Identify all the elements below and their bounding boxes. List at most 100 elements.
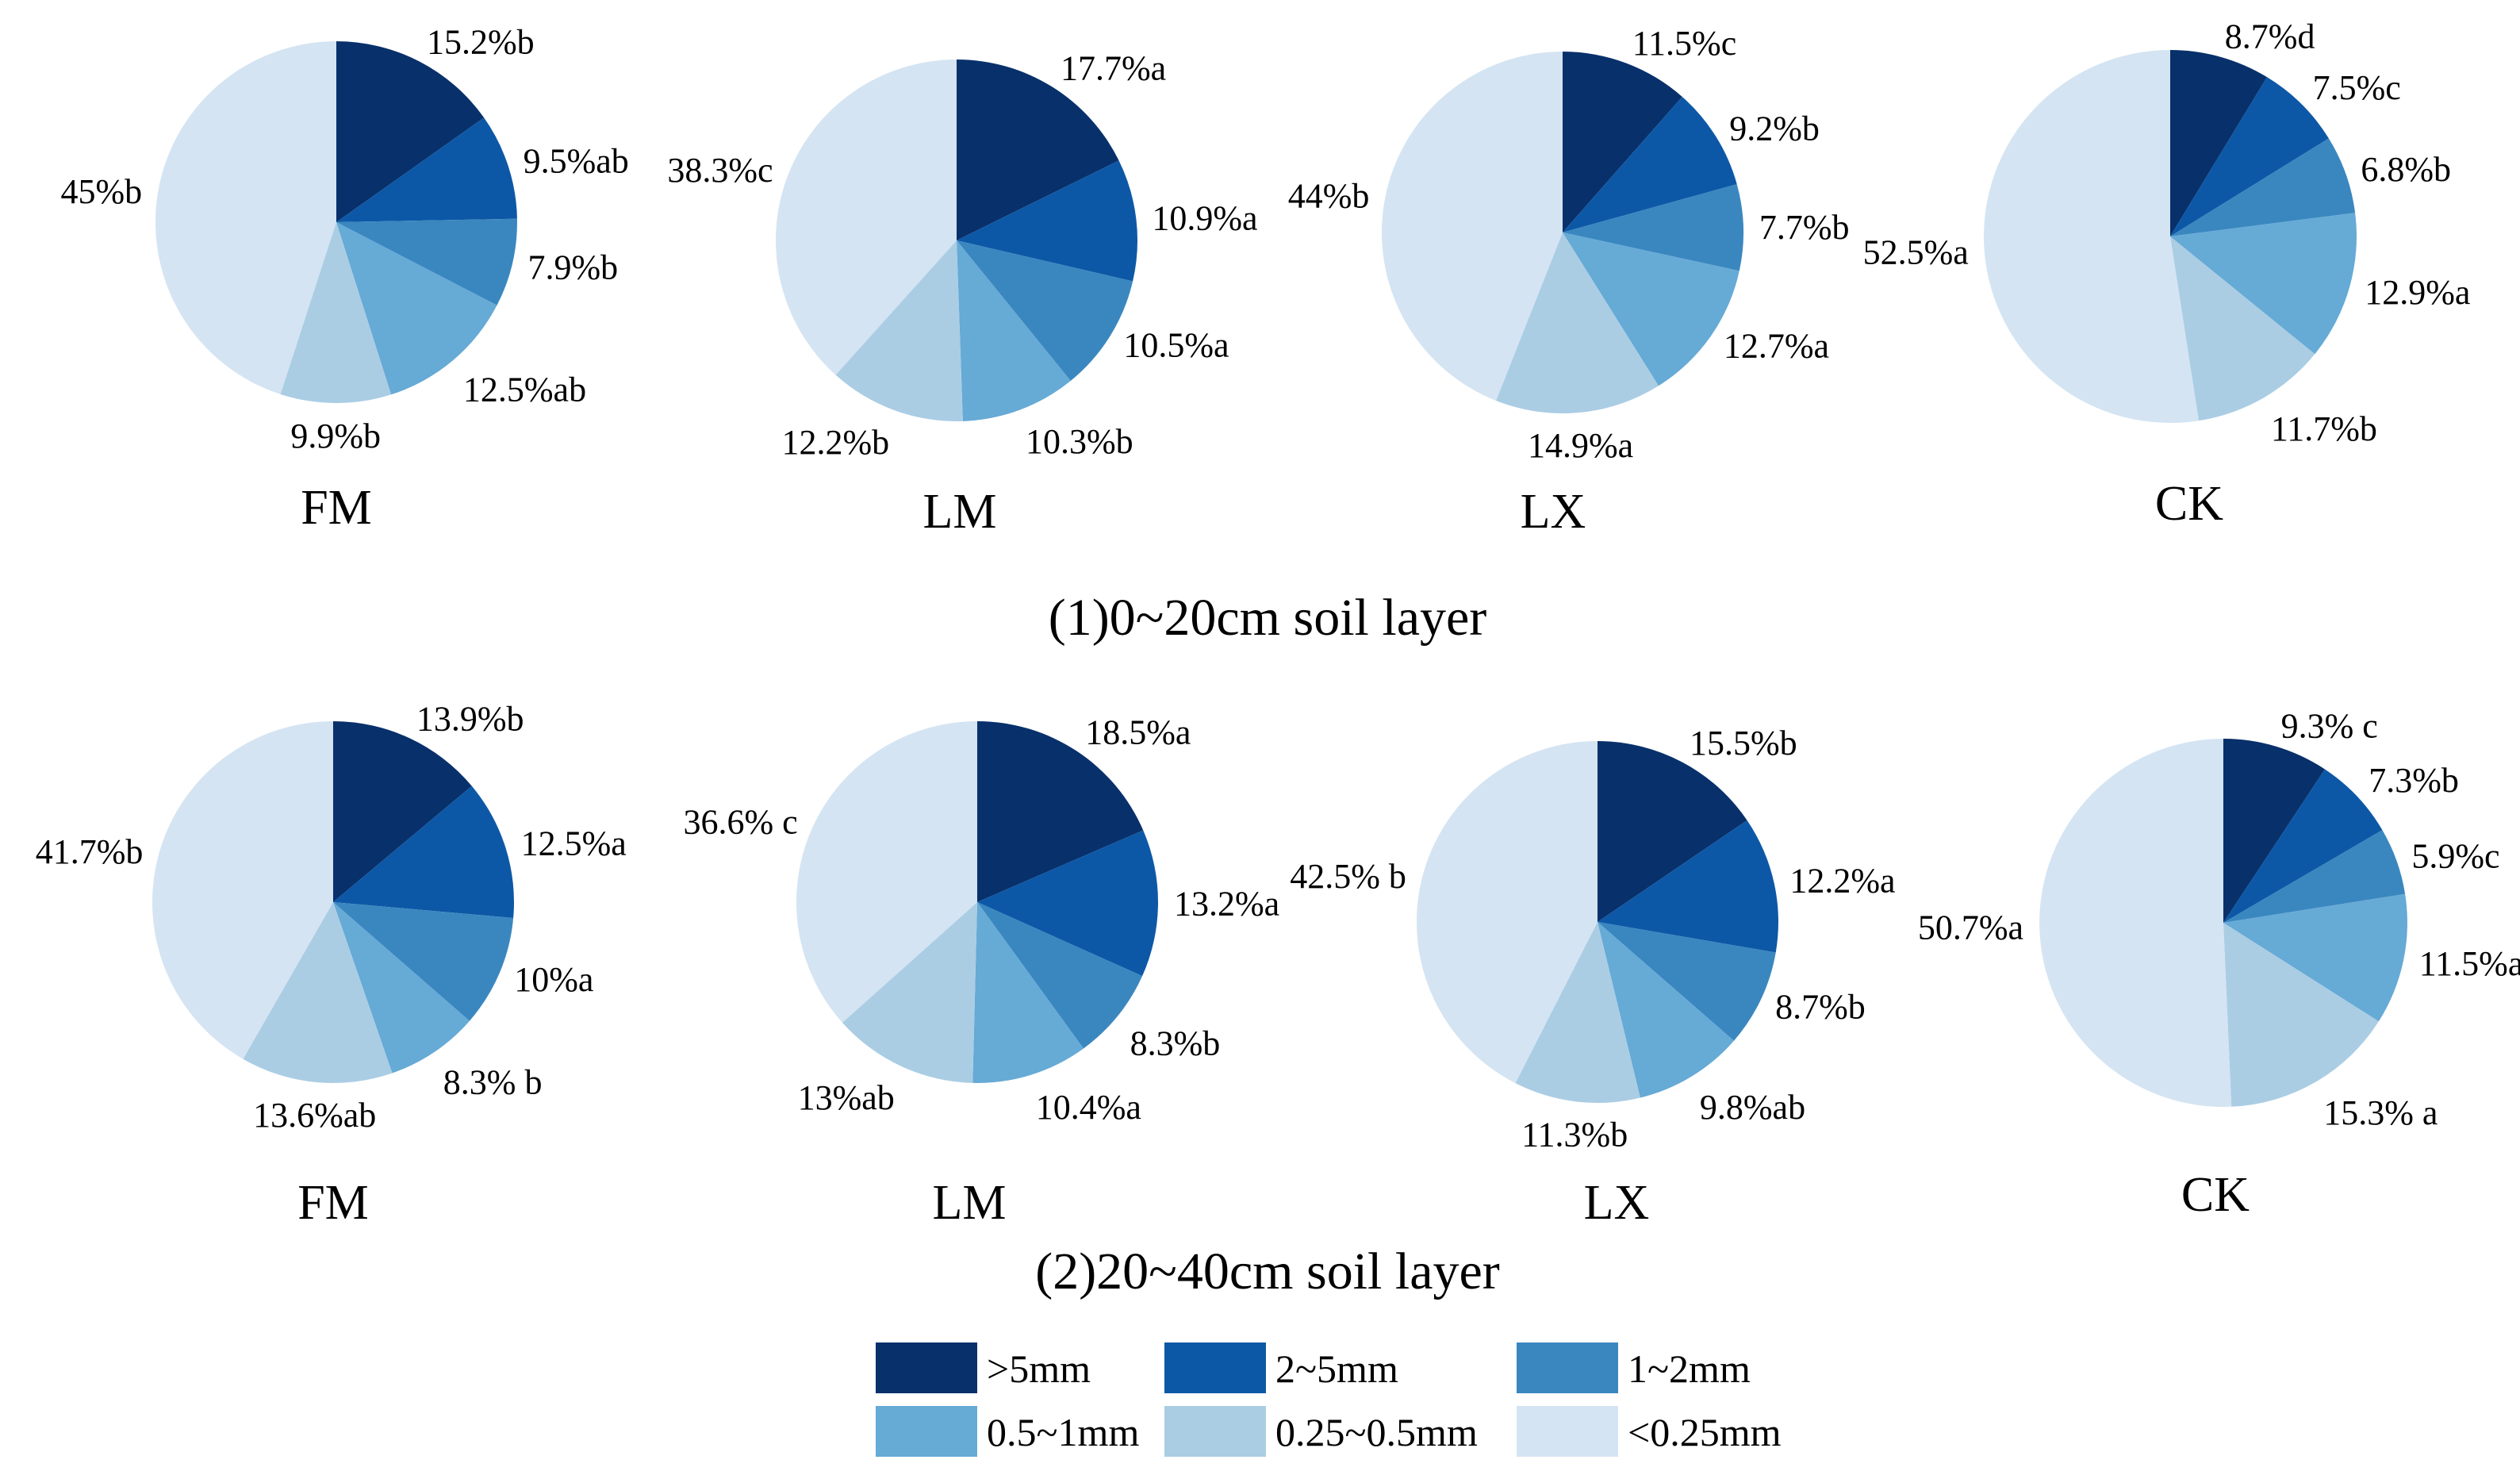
legend-item: 2~5mm bbox=[1164, 1342, 1398, 1393]
pie-slice bbox=[1563, 96, 1737, 232]
pie-slice bbox=[336, 41, 485, 222]
slice-label: 41.7%b bbox=[36, 832, 144, 871]
slice-label: 7.5%c bbox=[2313, 68, 2401, 107]
slice-label: 10.4%a bbox=[1036, 1088, 1141, 1127]
slice-label: 13.9%b bbox=[416, 699, 524, 738]
slice-label: 50.7%a bbox=[1918, 908, 2023, 947]
panel-caption-2: (2)20~40cm soil layer bbox=[1035, 1243, 1500, 1300]
slice-label: 13.6%ab bbox=[253, 1096, 376, 1135]
pie-slice bbox=[977, 830, 1158, 977]
pie-slice bbox=[2170, 138, 2356, 236]
pie-2-lm: 18.5%a 13.2%a 8.3%b 10.4%a 13%ab 36.6% c LM bbox=[684, 713, 1280, 1230]
pie-1-lx: 11.5%c 9.2%b 7.7%b 12.7%a 14.9%a 44%b LX bbox=[1288, 24, 1850, 539]
pie-slice bbox=[1598, 922, 1776, 1041]
slice-label: 15.2%b bbox=[427, 23, 535, 62]
pie-title: CK bbox=[2181, 1168, 2250, 1222]
pie-slice bbox=[1598, 741, 1747, 922]
pie-slice bbox=[1598, 922, 1734, 1098]
pie-slice bbox=[2170, 213, 2357, 355]
pie-slice bbox=[2039, 739, 2232, 1107]
pie-2-lx: 15.5%b 12.2%a 8.7%b 9.8%ab 11.3%b 42.5% b LX bbox=[1290, 724, 1895, 1230]
legend-swatch bbox=[1517, 1406, 1618, 1457]
pie-1-lm: 17.7%a 10.9%a 10.5%a 10.3%b 12.2%b 38.3%c LM bbox=[667, 48, 1257, 539]
legend-swatch bbox=[1517, 1342, 1618, 1393]
slice-label: 18.5%a bbox=[1085, 713, 1191, 752]
slice-label: 44%b bbox=[1288, 177, 1370, 216]
legend-label: 1~2mm bbox=[1628, 1346, 1751, 1391]
pie-slice bbox=[1563, 184, 1744, 271]
panel-caption-1: (1)0~20cm soil layer bbox=[1049, 589, 1487, 647]
pie-slice bbox=[155, 41, 336, 394]
slice-label: 11.5%a bbox=[2419, 944, 2520, 983]
slice-label: 9.8%ab bbox=[1700, 1088, 1805, 1127]
slice-label: 13.2%a bbox=[1174, 885, 1279, 924]
legend-swatch bbox=[1164, 1342, 1266, 1393]
slice-label: 7.9%b bbox=[528, 248, 619, 286]
slice-label: 9.2%b bbox=[1729, 109, 1820, 148]
pie-slice bbox=[1563, 232, 1739, 386]
legend-label: 0.25~0.5mm bbox=[1275, 1410, 1478, 1454]
pie-1-ck: 8.7%d 7.5%c 6.8%b 12.9%a 11.7%b 52.5%a CK bbox=[1863, 17, 2471, 531]
pie-slice bbox=[2170, 236, 2315, 421]
legend-item: 0.5~1mm bbox=[876, 1406, 1139, 1457]
pie-slice bbox=[1382, 52, 1563, 401]
slice-label: 8.3%b bbox=[1130, 1024, 1221, 1062]
slice-label: 7.3%b bbox=[2368, 761, 2459, 800]
pie-slice bbox=[1598, 820, 1779, 953]
slice-label: 6.8%b bbox=[2361, 150, 2451, 189]
pie-slice bbox=[1496, 232, 1659, 414]
slice-label: 14.9%a bbox=[1528, 426, 1633, 465]
pie-title: FM bbox=[297, 1176, 369, 1230]
slice-label: 52.5%a bbox=[1863, 233, 1969, 272]
slice-label: 9.9%b bbox=[290, 417, 381, 455]
slice-label: 15.5%b bbox=[1690, 724, 1797, 762]
slice-label: 42.5% b bbox=[1290, 857, 1406, 896]
pie-slice bbox=[1563, 52, 1682, 232]
pie-slice bbox=[333, 902, 470, 1074]
pie-slice bbox=[957, 160, 1138, 282]
slice-label: 8.7%b bbox=[1775, 987, 1866, 1026]
legend: >5mm 2~5mm 1~2mm 0.5~1mm 0.25~0.5mm <0.25mm bbox=[876, 1342, 1782, 1457]
pie-slice bbox=[2223, 769, 2383, 923]
pie-title: LX bbox=[1584, 1176, 1650, 1230]
pie-slice bbox=[957, 240, 1133, 381]
pie-slice bbox=[796, 721, 977, 1023]
pie-title: LM bbox=[933, 1176, 1007, 1230]
pie-slice bbox=[776, 60, 957, 375]
pie-slice bbox=[336, 222, 497, 395]
pie-slice bbox=[1515, 922, 1640, 1103]
pie-slice bbox=[2170, 77, 2329, 237]
pie-slice bbox=[2170, 50, 2268, 236]
slice-label: 10.9%a bbox=[1152, 199, 1257, 238]
slice-label: 9.3% c bbox=[2281, 707, 2378, 746]
slice-label: 36.6% c bbox=[684, 803, 798, 842]
pie-slice bbox=[842, 902, 977, 1083]
pie-slice bbox=[957, 240, 1071, 421]
slice-label: 8.7%d bbox=[2225, 17, 2315, 56]
slice-label: 12.2%a bbox=[1789, 861, 1895, 900]
slice-label: 5.9%c bbox=[2411, 836, 2499, 875]
pie-2-ck: 9.3% c 7.3%b 5.9%c 11.5%a 15.3% a 50.7%a CK bbox=[1918, 707, 2520, 1222]
pie-slice bbox=[957, 60, 1119, 240]
slice-label: 15.3% a bbox=[2323, 1093, 2438, 1132]
legend-item: 1~2mm bbox=[1517, 1342, 1751, 1393]
pie-slice bbox=[2223, 893, 2407, 1022]
slice-label: 7.7%b bbox=[1759, 208, 1850, 247]
legend-label: <0.25mm bbox=[1628, 1410, 1782, 1454]
pie-charts: 15.2%b 9.5%ab 7.9%b 12.5%ab 9.9%b 45%b FM 17.7%… bbox=[36, 17, 2520, 1230]
pie-slice bbox=[977, 721, 1144, 902]
slice-label: 11.3%b bbox=[1521, 1115, 1628, 1154]
pie-slice bbox=[2223, 923, 2379, 1107]
pie-slice bbox=[2223, 739, 2325, 923]
pie-slice bbox=[336, 117, 517, 222]
legend-label: 0.5~1mm bbox=[987, 1410, 1139, 1454]
slice-label: 45%b bbox=[60, 172, 142, 211]
legend-label: >5mm bbox=[987, 1346, 1091, 1391]
slice-label: 8.3% b bbox=[443, 1063, 543, 1102]
pie-slice bbox=[1984, 50, 2199, 423]
pie-slice bbox=[2223, 830, 2406, 923]
slice-label: 11.7%b bbox=[2271, 409, 2377, 448]
pie-1-fm: 15.2%b 9.5%ab 7.9%b 12.5%ab 9.9%b 45%b FM bbox=[60, 23, 628, 535]
